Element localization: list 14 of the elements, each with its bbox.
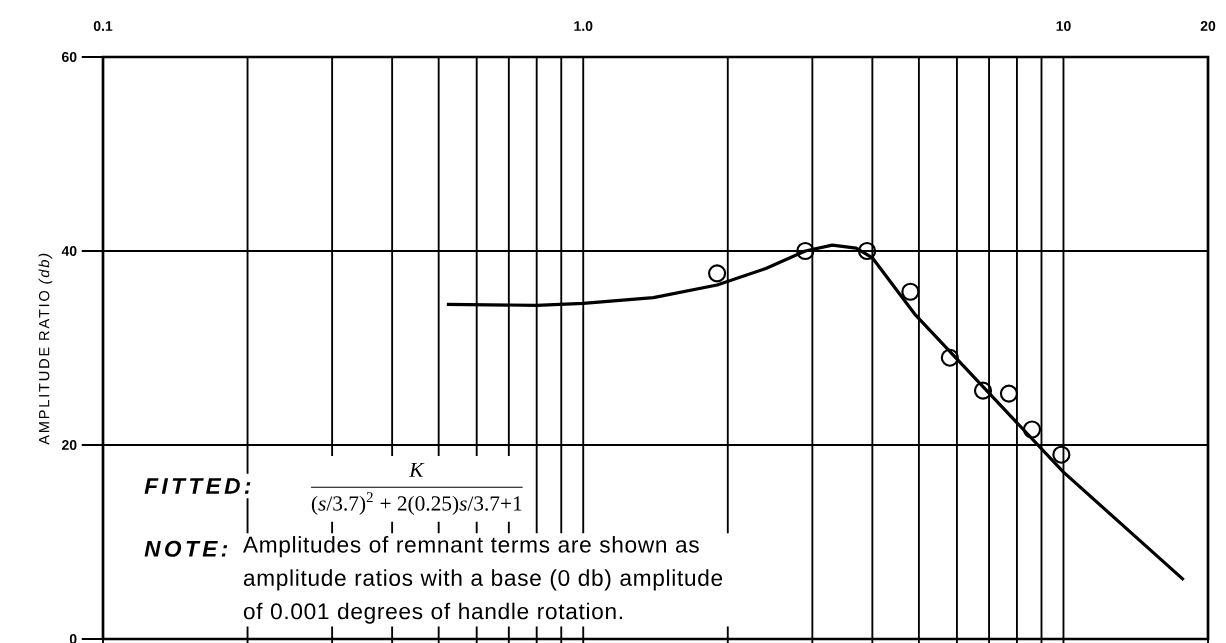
y-tick-label: 0 bbox=[69, 634, 77, 643]
y-tick-label: 60 bbox=[62, 52, 77, 62]
annotation: K bbox=[408, 462, 425, 477]
annotation: Amplitudes of remnant terms are shown as amplitude ratios with a base (0 db) amplitude of 0.001 degrees of handle rotation. bbox=[242, 536, 723, 624]
x-tick-label: 0.1 bbox=[93, 21, 113, 31]
annotation: NOTE: bbox=[144, 540, 228, 557]
y-tick-label: 40 bbox=[61, 246, 77, 256]
x-tick-label: 1.0 bbox=[574, 21, 593, 31]
annotation: (s/3.7)$^{2}$ + 2(0.25)s/3.7+1 bbox=[311, 492, 522, 515]
annotation: FITTED: bbox=[144, 478, 251, 494]
x-tick-label: 10 bbox=[1056, 21, 1071, 31]
x-tick-label: 20 bbox=[1200, 21, 1216, 31]
y-tick-label: 20 bbox=[61, 440, 77, 450]
y-axis-title: AMPLITUDE RATIO (db) bbox=[38, 253, 53, 445]
